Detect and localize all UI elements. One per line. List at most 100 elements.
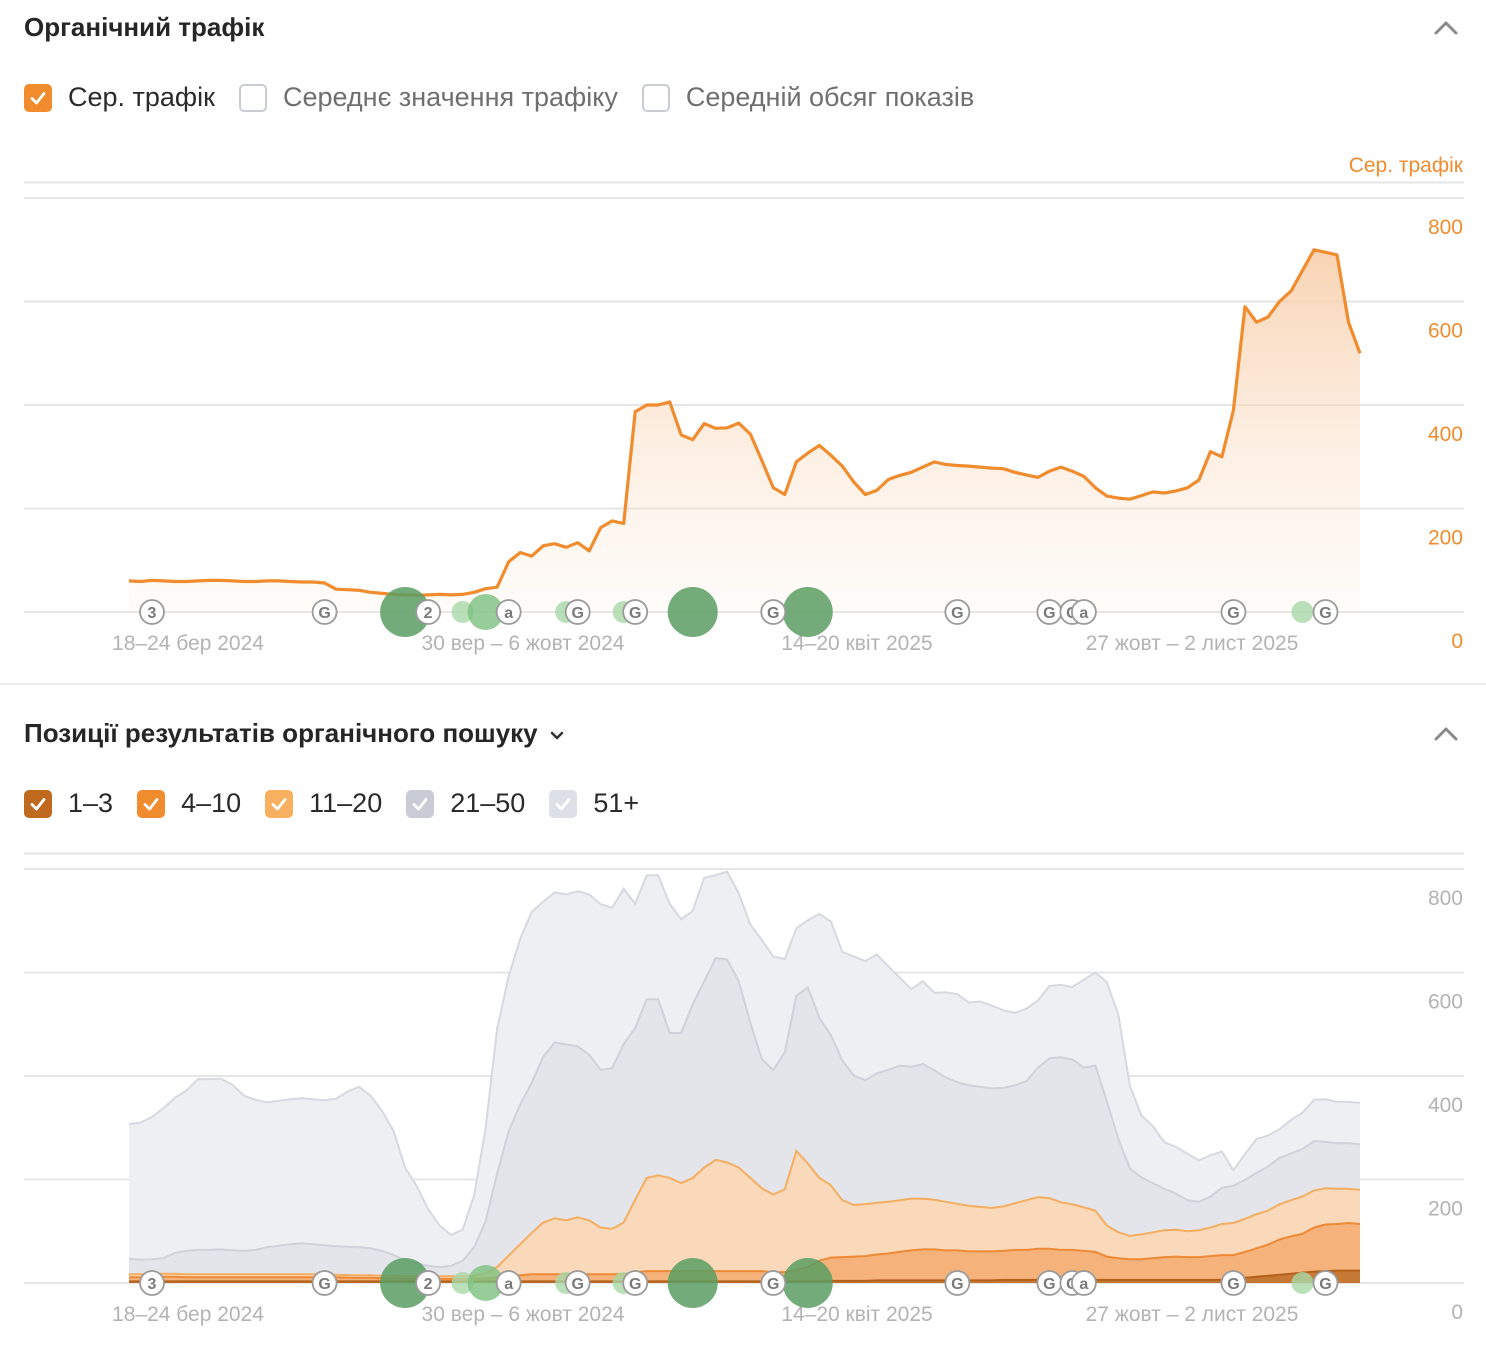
event-badge-label: 2 — [424, 605, 433, 622]
update-dot-small[interactable] — [1291, 601, 1314, 623]
update-dot-small[interactable] — [451, 1272, 474, 1294]
update-dot-large[interactable] — [380, 1258, 431, 1308]
update-dot-large[interactable] — [380, 587, 431, 637]
event-badge[interactable]: G — [564, 1270, 591, 1296]
chevron-up-icon — [1434, 21, 1458, 35]
update-dot-medium[interactable] — [467, 594, 504, 630]
event-badge[interactable]: G — [1312, 1270, 1339, 1296]
checkbox-checked[interactable] — [24, 789, 52, 818]
collapse-positions-button[interactable] — [1432, 720, 1460, 748]
positions-title: Позиції результатів органічного пошуку — [24, 718, 538, 748]
checkbox-checked[interactable] — [137, 789, 166, 818]
y-axis-title: Сер. трафік — [1349, 154, 1464, 177]
legend-toggle[interactable]: 4–10 — [137, 788, 241, 819]
collapse-traffic-button[interactable] — [1432, 14, 1460, 42]
positions-legend: 1–3 4–10 11–20 21–50 51+ — [24, 788, 663, 819]
event-badge[interactable]: 2 — [415, 1270, 442, 1296]
positions-area-4 — [129, 871, 1360, 1267]
checkbox-checked[interactable] — [549, 789, 578, 818]
legend-label: 51+ — [593, 788, 640, 818]
event-badge[interactable]: G — [622, 599, 649, 625]
event-badge[interactable]: a — [1070, 599, 1097, 625]
event-badge[interactable]: G — [622, 1270, 649, 1296]
event-badge-label: G — [629, 605, 641, 622]
event-badge-label: G — [318, 1276, 330, 1293]
event-badge[interactable]: G — [311, 599, 338, 625]
positions-line-3[interactable] — [128, 956, 1361, 1269]
event-badge[interactable]: 3 — [139, 1270, 165, 1296]
event-badge[interactable]: G — [760, 1270, 787, 1296]
legend-toggle[interactable]: Сер. трафік — [24, 82, 215, 113]
event-badge[interactable]: 2 — [415, 599, 442, 625]
event-badge[interactable]: G — [1036, 599, 1063, 625]
x-tick-label: 14–20 квіт 2025 — [781, 632, 932, 655]
legend-toggle[interactable]: 51+ — [549, 788, 639, 819]
event-badge-label: a — [504, 1276, 513, 1293]
legend-toggle[interactable]: Середнє значення трафіку — [238, 82, 618, 113]
event-badge[interactable]: G — [760, 599, 787, 625]
legend-label: 1–3 — [68, 788, 114, 818]
traffic-legend: Сер. трафік Середнє значення трафіку Серед… — [24, 82, 998, 113]
check-icon — [555, 797, 571, 810]
event-badge[interactable]: 3 — [139, 599, 165, 625]
legend-label: Середній обсяг показів — [685, 82, 975, 112]
positions-title-dropdown[interactable]: Позиції результатів органічного пошуку — [24, 718, 566, 751]
event-badge-label: G — [951, 605, 963, 622]
event-badge-label: G — [767, 1276, 779, 1293]
event-badge-label: a — [504, 605, 513, 622]
check-icon — [271, 797, 287, 810]
event-badge-label: a — [1079, 1276, 1088, 1293]
y-tick-label: 600 — [1428, 991, 1463, 1014]
event-badge-label: 3 — [148, 605, 157, 622]
traffic-chart: 0 200 400 600 800 Сер. трафік 18–24 бер 2024 30… — [24, 154, 1464, 655]
event-badge[interactable]: G — [1220, 1270, 1247, 1296]
event-badge-label: G — [951, 1276, 963, 1293]
event-badge[interactable]: a — [1070, 1270, 1097, 1296]
y-tick-label: 400 — [1428, 1094, 1463, 1117]
update-dot-small[interactable] — [1291, 1272, 1314, 1294]
event-badge[interactable]: G — [944, 599, 971, 625]
event-badge-label: a — [1079, 605, 1088, 622]
event-badge-label: G — [1319, 1276, 1331, 1293]
event-badge-label: G — [1319, 605, 1331, 622]
event-badge[interactable]: a — [495, 1270, 522, 1296]
legend-label: Середнє значення трафіку — [282, 82, 618, 112]
event-badge-label: G — [1043, 1276, 1055, 1293]
event-badge[interactable]: G — [1220, 599, 1247, 625]
event-badge-label: G — [629, 1276, 641, 1293]
update-dot-large[interactable] — [667, 587, 718, 637]
event-badge[interactable]: G — [1036, 1270, 1063, 1296]
positions-section: Позиції результатів органічного пошуку 1… — [0, 686, 1486, 1348]
check-icon — [143, 797, 159, 810]
update-dot-large[interactable] — [782, 587, 833, 637]
event-badge[interactable]: G — [944, 1270, 971, 1296]
legend-toggle[interactable]: Середній обсяг показів — [641, 82, 975, 113]
legend-toggle[interactable]: 1–3 — [24, 788, 113, 819]
checkbox-checked[interactable] — [265, 789, 294, 818]
event-badge[interactable]: G — [311, 1270, 338, 1296]
legend-toggle[interactable]: 11–20 — [265, 788, 382, 819]
event-badge[interactable]: G — [564, 599, 591, 625]
legend-toggle[interactable]: 21–50 — [406, 788, 525, 819]
positions-chart: 0 200 400 600 800 18–24 бер 2024 30 вер – 6 жо… — [24, 852, 1464, 1326]
positions-line-4[interactable] — [128, 870, 1361, 1237]
traffic-line[interactable] — [128, 248, 1362, 597]
checkbox[interactable] — [641, 83, 670, 112]
check-icon — [412, 797, 428, 810]
positions-area-3 — [129, 958, 1360, 1277]
checkbox-checked[interactable] — [406, 789, 435, 818]
checkbox-checked[interactable] — [24, 83, 52, 112]
event-badge-label: G — [571, 605, 583, 622]
checkbox[interactable] — [238, 83, 267, 112]
update-dot-large[interactable] — [782, 1258, 833, 1308]
update-dot-medium[interactable] — [467, 1265, 504, 1301]
legend-label: Сер. трафік — [68, 82, 215, 112]
event-badge-label: G — [767, 605, 779, 622]
legend-label: 11–20 — [309, 788, 383, 818]
event-badge[interactable]: a — [495, 599, 522, 625]
update-dot-small[interactable] — [451, 601, 474, 623]
event-badge-label: 3 — [148, 1276, 157, 1293]
event-badge[interactable]: G — [1312, 599, 1339, 625]
update-dot-large[interactable] — [667, 1258, 718, 1308]
positions-area-1 — [129, 1223, 1360, 1282]
